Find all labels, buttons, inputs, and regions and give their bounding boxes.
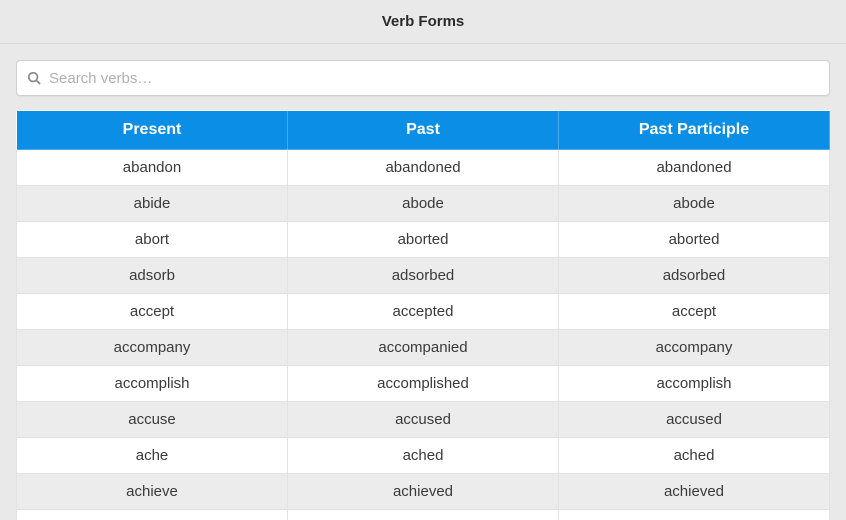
table-cell: abide <box>17 186 288 222</box>
content-area: PresentPastPast Participle abandonabando… <box>0 44 846 520</box>
table-cell: ache <box>17 438 288 474</box>
table-cell: acquire <box>17 510 288 520</box>
table-row[interactable]: abideabodeabode <box>17 186 830 222</box>
titlebar: Verb Forms <box>0 0 846 44</box>
table-cell: abort <box>17 222 288 258</box>
table-cell: accomplish <box>17 366 288 402</box>
table-cell: abandoned <box>559 150 830 186</box>
table-cell: accused <box>288 402 559 438</box>
table-row[interactable]: accuseaccusedaccused <box>17 402 830 438</box>
table-cell: accuse <box>17 402 288 438</box>
table-header: PresentPastPast Participle <box>17 111 830 150</box>
table-cell: accompany <box>17 330 288 366</box>
table-cell: adsorb <box>17 258 288 294</box>
table-cell: accepted <box>288 294 559 330</box>
table-cell: achieved <box>288 474 559 510</box>
column-header: Present <box>17 111 288 150</box>
table-cell: aborted <box>559 222 830 258</box>
table-cell: accomplished <box>288 366 559 402</box>
window-title: Verb Forms <box>382 13 465 30</box>
table-cell: aborted <box>288 222 559 258</box>
table-cell: ached <box>288 438 559 474</box>
table-row[interactable]: adsorbadsorbedadsorbed <box>17 258 830 294</box>
table-cell: achieved <box>559 474 830 510</box>
search-field[interactable] <box>16 60 830 96</box>
table-cell: acquired <box>288 510 559 520</box>
table-cell: abode <box>288 186 559 222</box>
table-cell: accomplish <box>559 366 830 402</box>
table-cell: accept <box>17 294 288 330</box>
table-row[interactable]: acceptacceptedaccept <box>17 294 830 330</box>
search-icon <box>27 71 41 85</box>
table-row[interactable]: acheachedached <box>17 438 830 474</box>
table-cell: abode <box>559 186 830 222</box>
verb-table: PresentPastPast Participle abandonabando… <box>16 110 830 520</box>
column-header: Past <box>288 111 559 150</box>
table-row[interactable]: accompanyaccompaniedaccompany <box>17 330 830 366</box>
column-header: Past Participle <box>559 111 830 150</box>
search-input[interactable] <box>49 70 819 87</box>
table-cell: achieve <box>17 474 288 510</box>
table-row[interactable]: accomplishaccomplishedaccomplish <box>17 366 830 402</box>
table-cell: accompanied <box>288 330 559 366</box>
table-row[interactable]: abandonabandonedabandoned <box>17 150 830 186</box>
table-row[interactable]: abortabortedaborted <box>17 222 830 258</box>
table-cell: abandoned <box>288 150 559 186</box>
table-row[interactable]: acquireacquiredacquired <box>17 510 830 520</box>
table-cell: accused <box>559 402 830 438</box>
table-cell: accept <box>559 294 830 330</box>
table-body: abandonabandonedabandonedabideabodeabode… <box>17 150 830 520</box>
table-cell: adsorbed <box>559 258 830 294</box>
table-cell: adsorbed <box>288 258 559 294</box>
table-cell: acquired <box>559 510 830 520</box>
table-cell: ached <box>559 438 830 474</box>
table-cell: abandon <box>17 150 288 186</box>
table-row[interactable]: achieveachievedachieved <box>17 474 830 510</box>
table-cell: accompany <box>559 330 830 366</box>
